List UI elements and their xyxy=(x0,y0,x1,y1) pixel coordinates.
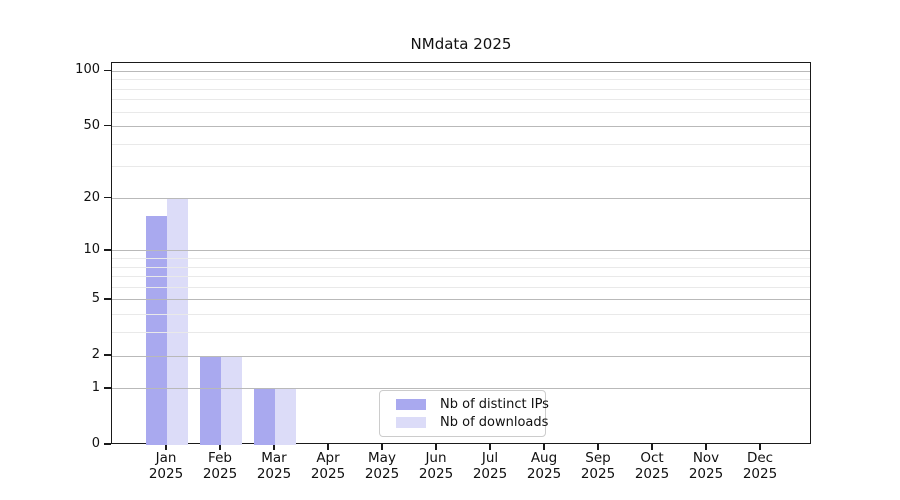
xtick-label-sep: Sep 2025 xyxy=(580,450,616,482)
chart-title: NMdata 2025 xyxy=(410,35,512,53)
legend-label-distinct-ips: Nb of distinct IPs xyxy=(440,396,549,412)
xtick-label-jul: Jul 2025 xyxy=(472,450,508,482)
ytick-mark-50 xyxy=(104,125,111,127)
xtick-mark-jun xyxy=(435,444,437,450)
xtick-label-feb: Feb 2025 xyxy=(202,450,238,482)
gridline-minor-3 xyxy=(112,332,810,334)
bar-mar-distinct-ips xyxy=(254,388,275,445)
xtick-mark-jan xyxy=(165,444,167,450)
xtick-mark-sep xyxy=(597,444,599,450)
xtick-mark-nov xyxy=(705,444,707,450)
xtick-label-jan: Jan 2025 xyxy=(148,450,184,482)
xtick-label-mar: Mar 2025 xyxy=(256,450,292,482)
xtick-mark-aug xyxy=(543,444,545,450)
ytick-label-5: 5 xyxy=(91,290,100,306)
ytick-mark-0 xyxy=(104,443,111,445)
legend-entry-downloads: Nb of downloads xyxy=(396,415,548,430)
ytick-mark-20 xyxy=(104,196,111,199)
bar-mar-downloads xyxy=(275,388,296,445)
ytick-label-20: 20 xyxy=(83,189,100,205)
gridline-minor-40 xyxy=(112,143,810,145)
ytick-label-0: 0 xyxy=(91,436,100,451)
gridline-minor-4 xyxy=(112,314,810,316)
xtick-label-jun: Jun 2025 xyxy=(418,450,454,482)
xtick-mark-mar xyxy=(273,444,275,450)
ytick-label-1: 1 xyxy=(91,379,100,395)
gridline-major-50 xyxy=(112,126,810,128)
legend-entry-distinct-ips: Nb of distinct IPs xyxy=(396,397,549,412)
gridline-major-100 xyxy=(112,70,810,72)
gridline-minor-7 xyxy=(112,276,810,278)
xtick-mark-jul xyxy=(489,444,491,450)
gridline-minor-80 xyxy=(112,88,810,90)
gridline-minor-90 xyxy=(112,79,810,81)
ytick-mark-5 xyxy=(104,298,111,300)
plot-area xyxy=(111,62,811,445)
xtick-mark-may xyxy=(381,444,383,450)
xtick-mark-feb xyxy=(219,444,221,450)
bar-feb-distinct-ips xyxy=(200,356,221,445)
xtick-mark-oct xyxy=(651,444,653,450)
ytick-mark-100 xyxy=(104,69,111,72)
xtick-mark-apr xyxy=(327,444,329,450)
gridline-minor-60 xyxy=(112,111,810,113)
xtick-mark-dec xyxy=(759,444,761,450)
gridline-minor-9 xyxy=(112,258,810,260)
legend-swatch-distinct-ips xyxy=(396,398,426,410)
bar-feb-downloads xyxy=(221,356,242,445)
legend-label-downloads: Nb of downloads xyxy=(440,415,549,431)
ytick-label-100: 100 xyxy=(75,62,100,78)
ytick-mark-2 xyxy=(104,354,111,356)
legend-swatch-downloads xyxy=(396,417,426,429)
ytick-label-2: 2 xyxy=(91,347,100,363)
ytick-label-10: 10 xyxy=(83,241,100,257)
gridline-major-20 xyxy=(112,198,810,200)
gridline-minor-8 xyxy=(112,266,810,268)
bar-jan-distinct-ips xyxy=(146,215,167,445)
xtick-label-apr: Apr 2025 xyxy=(310,450,346,482)
gridline-major-10 xyxy=(112,250,810,252)
ytick-label-50: 50 xyxy=(83,117,100,133)
xtick-label-oct: Oct 2025 xyxy=(634,450,670,482)
ytick-mark-1 xyxy=(104,387,111,389)
ytick-mark-10 xyxy=(104,249,111,251)
legend: Nb of distinct IPs Nb of downloads xyxy=(379,390,549,437)
bar-jan-downloads xyxy=(167,198,188,445)
xtick-label-dec: Dec 2025 xyxy=(742,450,778,482)
gridline-minor-6 xyxy=(112,286,810,288)
xtick-label-may: May 2025 xyxy=(364,450,400,482)
gridline-major-5 xyxy=(112,299,810,301)
xtick-label-aug: Aug 2025 xyxy=(526,450,562,482)
xtick-label-nov: Nov 2025 xyxy=(688,450,724,482)
gridline-minor-70 xyxy=(112,99,810,101)
gridline-major-1 xyxy=(112,388,810,390)
gridline-major-2 xyxy=(112,355,810,357)
gridline-minor-30 xyxy=(112,166,810,168)
